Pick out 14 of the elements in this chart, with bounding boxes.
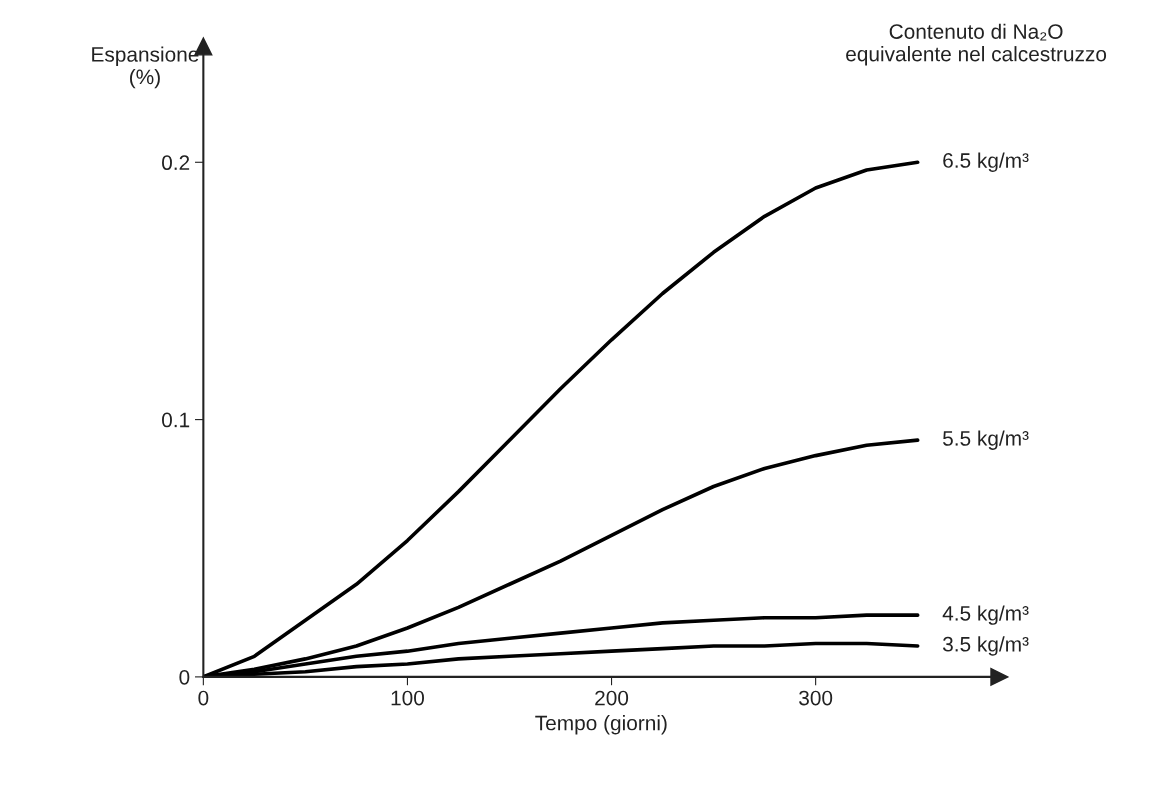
x-tick-label: 200 xyxy=(595,690,629,706)
annotation: Contenuto di Na₂O equivalente nel calcestruzzo xyxy=(846,23,1107,66)
y-tick-label: 0 xyxy=(179,669,190,685)
series-label: 5.5 kg/m³ xyxy=(943,430,1029,450)
x-tick-label: 100 xyxy=(391,690,425,706)
series-label: 4.5 kg/m³ xyxy=(942,605,1029,625)
x-tick-label: 0 xyxy=(198,690,209,706)
x-axis-title: Tempo (giorni) xyxy=(535,715,667,735)
y-axis-title: Espansione (%) xyxy=(92,46,199,89)
y-tick-label: 0.2 xyxy=(162,155,190,171)
x-tick-label: 300 xyxy=(799,690,833,706)
series-label: 3.5 kg/m³ xyxy=(942,636,1029,656)
series-label: 6.5 kg/m³ xyxy=(943,152,1029,172)
y-tick-label: 0.1 xyxy=(162,412,190,428)
